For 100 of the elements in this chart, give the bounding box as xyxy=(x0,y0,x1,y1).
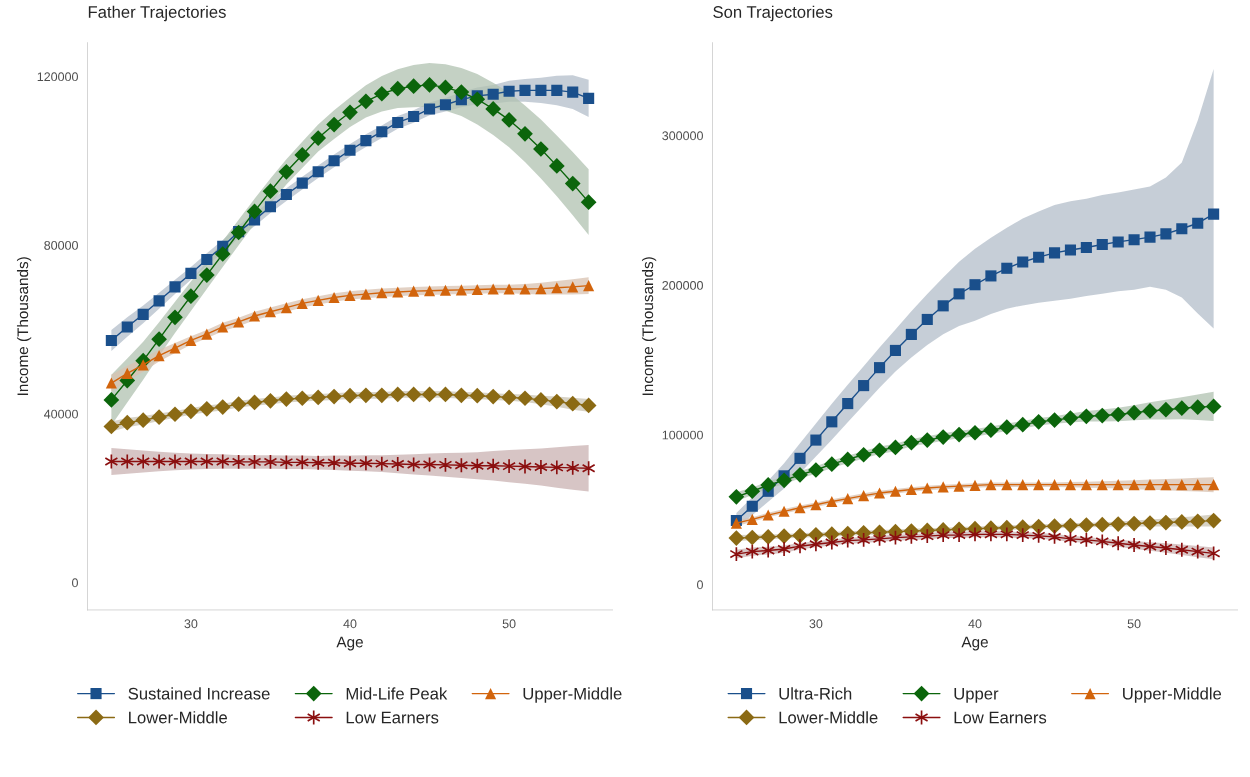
point xyxy=(920,528,935,544)
point xyxy=(776,472,792,489)
point xyxy=(1015,527,1030,543)
point xyxy=(1144,479,1156,491)
point xyxy=(1078,408,1095,425)
point xyxy=(1190,543,1205,560)
y-axis-title: Income (Thousands) xyxy=(16,257,32,395)
point xyxy=(1046,518,1063,534)
point xyxy=(535,84,547,96)
point xyxy=(1064,244,1077,256)
point xyxy=(328,155,340,167)
point xyxy=(1189,399,1206,416)
point xyxy=(564,395,581,412)
point xyxy=(744,529,761,546)
point xyxy=(1014,416,1031,433)
point xyxy=(327,454,341,471)
point xyxy=(1078,517,1095,533)
point xyxy=(1001,262,1013,274)
point xyxy=(503,283,515,295)
point xyxy=(1080,479,1092,491)
point xyxy=(792,466,808,483)
point xyxy=(903,434,920,451)
point xyxy=(294,390,311,407)
point xyxy=(969,479,981,491)
point xyxy=(486,457,501,474)
point xyxy=(201,253,213,266)
point xyxy=(421,386,438,403)
point xyxy=(167,309,183,326)
point xyxy=(439,284,452,296)
point xyxy=(1112,236,1124,248)
point xyxy=(246,203,263,220)
point xyxy=(794,452,806,464)
point xyxy=(580,397,597,414)
point xyxy=(999,526,1014,543)
point xyxy=(119,414,136,431)
point xyxy=(183,288,199,305)
point xyxy=(794,502,806,514)
point xyxy=(278,391,295,407)
point xyxy=(376,126,388,138)
point xyxy=(169,281,181,293)
point xyxy=(487,88,499,100)
point xyxy=(871,442,888,459)
legend-label: Low Earners xyxy=(346,711,439,724)
point xyxy=(936,527,951,543)
point xyxy=(762,509,774,521)
point xyxy=(793,538,807,554)
point xyxy=(952,527,966,543)
point xyxy=(152,453,166,470)
point xyxy=(230,396,247,412)
point xyxy=(214,399,231,415)
point xyxy=(1158,514,1174,531)
point xyxy=(1142,515,1158,531)
point xyxy=(1189,513,1206,530)
x-tick-label: 50 xyxy=(1127,619,1141,629)
point xyxy=(1126,515,1142,532)
point xyxy=(969,279,981,291)
point xyxy=(1048,247,1061,259)
point xyxy=(744,483,761,500)
point xyxy=(1208,208,1220,220)
point xyxy=(295,454,310,471)
point xyxy=(264,201,277,213)
point xyxy=(185,267,197,279)
point xyxy=(842,398,854,410)
y-tick-label: 80000 xyxy=(44,240,78,250)
chart-title: Father Trajectories xyxy=(88,5,226,22)
point xyxy=(278,163,295,180)
point xyxy=(183,403,199,420)
point xyxy=(985,479,997,491)
point xyxy=(485,388,502,405)
point xyxy=(951,426,967,443)
point xyxy=(746,500,758,512)
point xyxy=(889,344,902,356)
point xyxy=(184,453,198,470)
point xyxy=(998,419,1015,436)
point xyxy=(583,280,595,292)
point xyxy=(518,458,532,475)
point xyxy=(471,283,483,295)
point xyxy=(983,422,999,439)
point xyxy=(360,135,372,147)
point xyxy=(823,456,840,473)
point xyxy=(1017,256,1029,268)
point xyxy=(1142,403,1158,419)
point xyxy=(1064,479,1077,491)
point xyxy=(358,387,374,404)
point xyxy=(1095,533,1110,550)
point xyxy=(728,530,745,546)
legend-label: Mid-Life Peak xyxy=(346,687,448,700)
point xyxy=(487,283,499,295)
point xyxy=(344,289,356,301)
point xyxy=(408,285,420,297)
point xyxy=(246,394,263,411)
point xyxy=(777,541,791,557)
point xyxy=(810,499,822,511)
point xyxy=(873,362,886,374)
point xyxy=(905,483,917,496)
point xyxy=(185,334,197,347)
point xyxy=(548,393,565,410)
point xyxy=(921,482,933,494)
point xyxy=(1046,412,1063,428)
point xyxy=(312,166,324,178)
